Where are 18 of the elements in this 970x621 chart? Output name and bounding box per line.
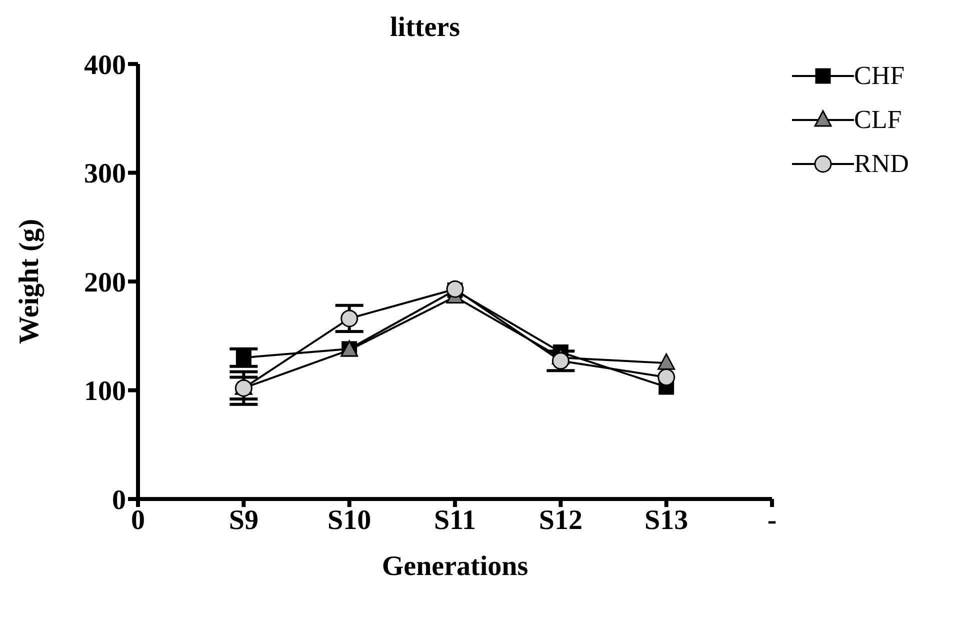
x-tick-label: S11: [434, 504, 476, 536]
y-tick-label: 200: [84, 267, 126, 298]
y-tick-label: 300: [84, 158, 126, 190]
legend-label: RND: [854, 149, 909, 179]
x-tick-label: -: [767, 504, 777, 536]
y-axis-title: Weight (g): [14, 218, 45, 344]
x-axis-title: Generations: [382, 551, 528, 582]
y-tick-label: 100: [84, 376, 126, 408]
x-tick-label: S12: [538, 504, 582, 536]
y-tick-label: 0: [112, 484, 126, 516]
y-tick-label: 400: [84, 50, 126, 81]
x-tick-label: S13: [644, 504, 688, 536]
x-tick-label: S9: [228, 504, 258, 536]
legend-label: CHF: [854, 61, 905, 91]
chart-title: litters: [389, 12, 461, 44]
x-tick-label: 0: [131, 504, 145, 536]
x-tick-label: S10: [328, 504, 372, 536]
legend-label: CLF: [854, 105, 902, 135]
